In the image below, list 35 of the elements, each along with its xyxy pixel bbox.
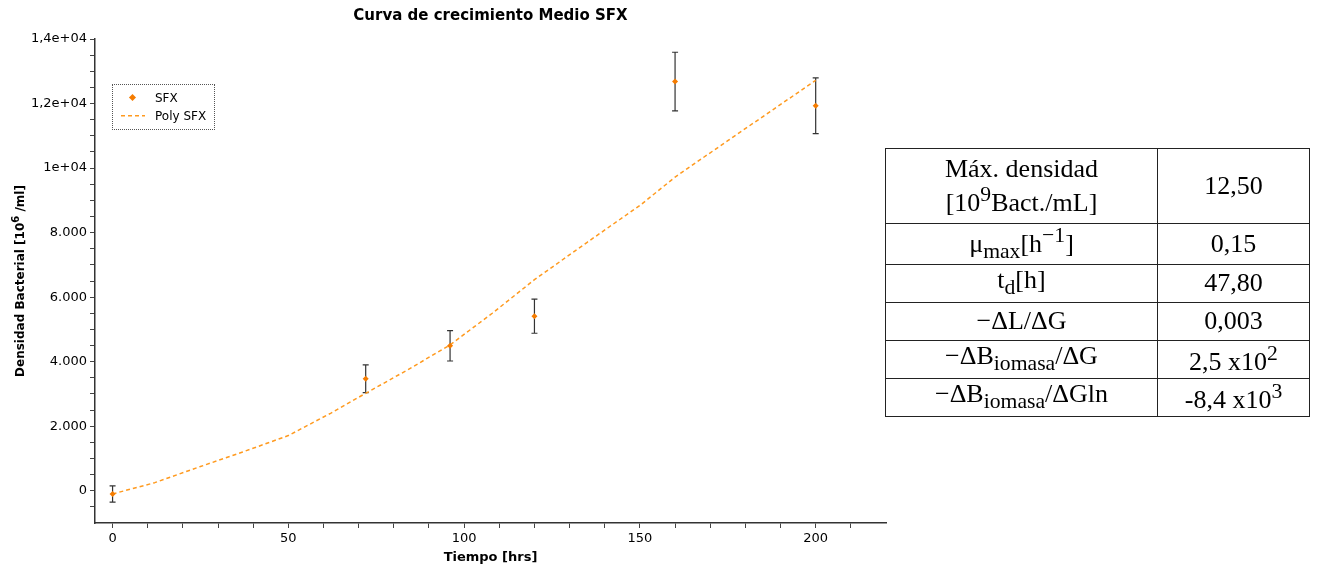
text: μ$_{max}$[h$^{−1}$] <box>885 223 1158 265</box>
text: −ΔB$_{iomasa}$/ΔGln <box>885 378 1158 417</box>
y-tick-label: 8.000 <box>49 223 87 239</box>
legend-label: Poly SFX <box>155 109 207 123</box>
chart-title: Curva de crecimiento Medio SFX <box>353 6 628 24</box>
x-tick-label: 50 <box>280 530 297 546</box>
text: t$_{d}$[h] <box>885 264 1158 303</box>
legend-label: SFX <box>155 91 178 105</box>
text: 0,003 <box>1157 302 1310 341</box>
text: 47,80 <box>1157 264 1310 303</box>
text: -8,4 x10$^{3}$ <box>1157 378 1310 417</box>
text: Máx. densidad [10$^{9}$Bact./mL] <box>885 148 1158 224</box>
y-tick-label: 1,4e+04 <box>30 30 87 46</box>
y-tick-label: 0 <box>78 482 87 498</box>
x-tick-label: 150 <box>627 530 653 546</box>
point <box>812 102 819 109</box>
y-tick-label: 2.000 <box>49 417 87 433</box>
x-tick-label: 0 <box>108 530 117 546</box>
text: −ΔB$_{iomasa}$/ΔG <box>885 340 1158 379</box>
point <box>447 342 454 349</box>
x-tick-label: 200 <box>803 530 829 546</box>
point <box>109 490 116 497</box>
text: −ΔL/ΔG <box>885 302 1158 341</box>
point <box>362 375 369 382</box>
text: 2,5 x10$^{2}$ <box>1157 340 1310 379</box>
y-tick-label: 4.000 <box>49 353 87 369</box>
point <box>531 313 538 320</box>
x-axis-title: Tiempo [hrs] <box>443 549 538 564</box>
point <box>672 78 679 85</box>
y-tick-label: 1,2e+04 <box>30 94 87 110</box>
x-tick-label: 100 <box>451 530 477 546</box>
y-tick-label: 1e+04 <box>43 159 87 175</box>
y-tick-label: 6.000 <box>49 288 87 304</box>
text: 0,15 <box>1157 223 1310 265</box>
text: 12,50 <box>1157 148 1310 224</box>
